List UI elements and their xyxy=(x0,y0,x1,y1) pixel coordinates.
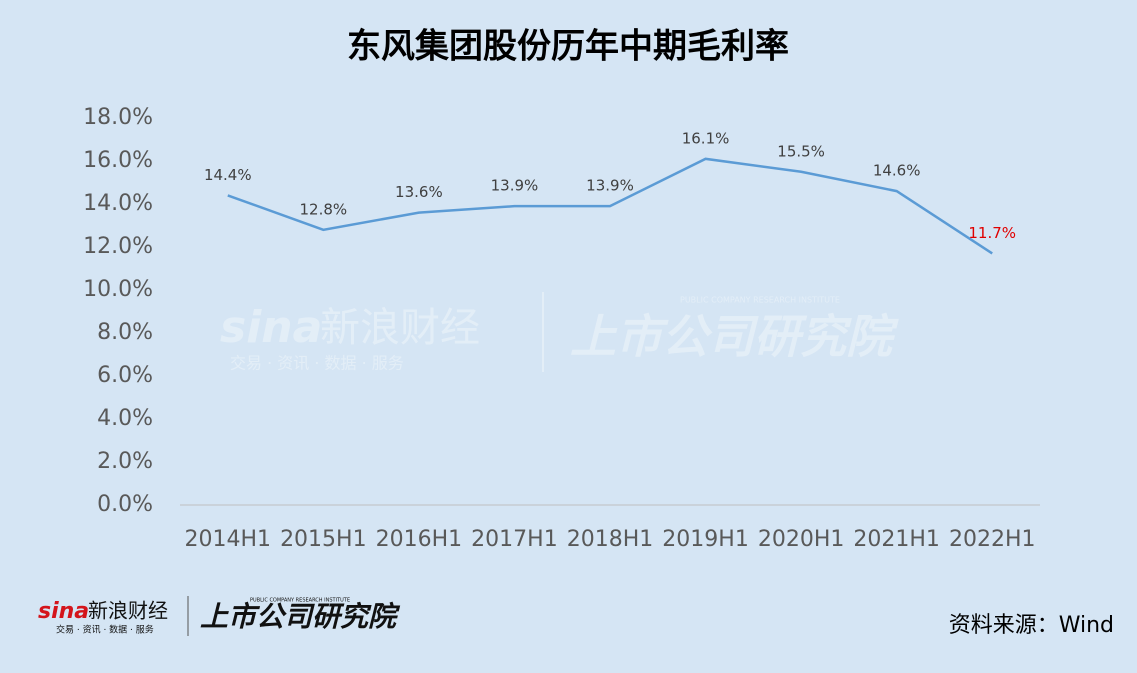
y-tick-label: 2.0% xyxy=(97,449,153,474)
data-label: 12.8% xyxy=(300,200,348,218)
y-tick-label: 0.0% xyxy=(97,492,153,517)
y-tick-label: 12.0% xyxy=(83,234,153,259)
watermark: sina 新浪财经 交易 · 资讯 · 数据 · 服务 上市公司研究院 PUBL… xyxy=(220,292,899,373)
y-tick-label: 10.0% xyxy=(83,277,153,302)
source-note: 资料来源：Wind xyxy=(949,613,1114,638)
watermark-slogan: 交易 · 资讯 · 数据 · 服务 xyxy=(230,354,404,373)
logo-name: 新浪财经 xyxy=(88,599,168,623)
x-tick-label: 2021H1 xyxy=(853,527,940,552)
line-series xyxy=(227,157,993,255)
chart-title: 东风集团股份历年中期毛利率 xyxy=(347,27,789,67)
data-label: 16.1% xyxy=(682,129,730,147)
y-tick-label: 14.0% xyxy=(83,191,153,216)
logo-sina: sina xyxy=(38,599,89,624)
data-label: 13.9% xyxy=(586,177,634,195)
y-tick-label: 4.0% xyxy=(97,406,153,431)
x-tick-label: 2014H1 xyxy=(185,527,272,552)
x-tick-label: 2015H1 xyxy=(280,527,367,552)
x-tick-label: 2022H1 xyxy=(949,527,1036,552)
x-tick-label: 2019H1 xyxy=(662,527,749,552)
x-tick-label: 2018H1 xyxy=(567,527,654,552)
y-tick-label: 8.0% xyxy=(97,320,153,345)
data-label: 15.5% xyxy=(777,142,825,160)
x-tick-label: 2016H1 xyxy=(376,527,463,552)
watermark-name: 新浪财经 xyxy=(320,305,480,351)
logo-slogan: 交易 · 资讯 · 数据 · 服务 xyxy=(56,624,154,636)
logo-institute: 上市公司研究院 xyxy=(200,600,401,633)
x-tick-label: 2020H1 xyxy=(758,527,845,552)
data-label: 14.4% xyxy=(204,166,252,184)
x-tick-label: 2017H1 xyxy=(471,527,558,552)
watermark-institute-en: PUBLIC COMPANY RESEARCH INSTITUTE xyxy=(680,296,840,305)
logo-institute-en: PUBLIC COMPANY RESEARCH INSTITUTE xyxy=(250,598,350,604)
data-label: 13.9% xyxy=(491,177,539,195)
data-label: 11.7% xyxy=(968,224,1016,242)
data-label: 14.6% xyxy=(873,162,921,180)
data-label: 13.6% xyxy=(395,183,443,201)
y-tick-label: 18.0% xyxy=(83,105,153,130)
watermark-sina: sina xyxy=(220,302,322,353)
watermark-institute: 上市公司研究院 xyxy=(570,310,899,364)
y-tick-label: 16.0% xyxy=(83,148,153,173)
y-tick-label: 6.0% xyxy=(97,363,153,388)
